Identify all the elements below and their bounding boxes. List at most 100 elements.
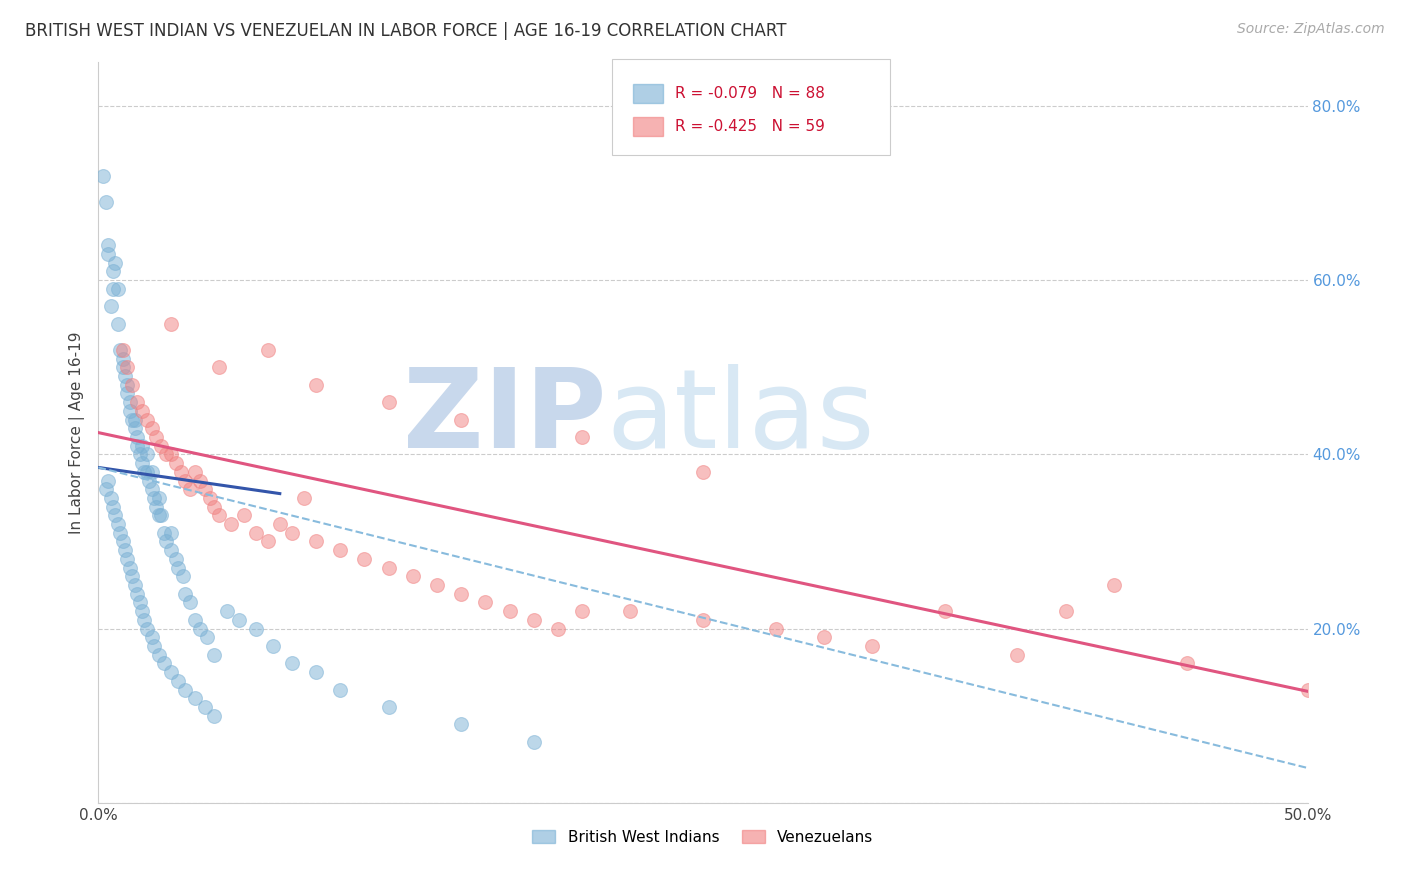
Point [194,700,217,714]
Point [571,604,593,618]
Text: R = -0.079   N = 88: R = -0.079 N = 88 [675,86,825,101]
Point [138,474,160,488]
Point [1007,648,1029,662]
Point [765,622,787,636]
Point [131,604,153,618]
Point [329,682,352,697]
Point [184,465,207,479]
Point [204,708,226,723]
Point [121,569,143,583]
Point [101,282,124,296]
Point [97,238,120,252]
Point [165,456,187,470]
Point [118,404,141,418]
Point [174,474,197,488]
Point [111,351,134,366]
Point [108,343,131,357]
Point [498,604,520,618]
Legend: British West Indians, Venezuelans: British West Indians, Venezuelans [526,823,880,851]
Point [148,648,170,662]
Point [145,430,167,444]
Point [169,465,191,479]
Point [450,412,472,426]
Point [111,343,134,357]
Point [117,386,139,401]
Point [97,247,120,261]
Point [150,508,173,523]
Point [94,194,117,209]
Point [148,491,170,505]
Point [245,525,267,540]
Point [232,508,254,523]
Point [135,622,157,636]
Point [104,256,127,270]
Point [131,404,153,418]
Point [114,369,136,384]
Point [131,439,153,453]
Point [127,430,149,444]
Point [150,439,173,453]
Point [305,377,328,392]
Point [377,700,399,714]
Point [97,474,120,488]
Point [118,560,141,574]
Point [172,569,194,583]
Point [114,543,136,558]
Point [121,412,143,426]
Point [208,360,231,375]
Text: atlas: atlas [606,364,875,471]
Text: BRITISH WEST INDIAN VS VENEZUELAN IN LABOR FORCE | AGE 16-19 CORRELATION CHART: BRITISH WEST INDIAN VS VENEZUELAN IN LAB… [25,22,787,40]
Point [262,639,284,653]
Point [117,360,139,375]
Point [450,717,472,731]
Point [148,508,170,523]
Point [128,447,150,461]
Point [184,691,207,706]
Point [813,630,835,644]
Point [377,560,399,574]
Point [127,439,149,453]
Point [143,491,166,505]
Point [305,534,328,549]
Point [256,343,278,357]
FancyBboxPatch shape [633,117,664,136]
Point [305,665,328,680]
Point [117,552,139,566]
Point [523,613,546,627]
Point [194,482,217,496]
Point [292,491,315,505]
Point [160,543,183,558]
Point [152,525,174,540]
Point [523,735,546,749]
Point [155,447,177,461]
Point [1175,657,1198,671]
Point [195,630,218,644]
FancyBboxPatch shape [613,59,890,155]
Point [571,430,593,444]
Point [160,447,183,461]
Point [160,317,183,331]
Point [100,299,122,313]
Point [107,282,129,296]
Point [100,491,122,505]
Point [101,264,124,278]
Point [692,465,714,479]
Y-axis label: In Labor Force | Age 16-19: In Labor Force | Age 16-19 [69,331,86,534]
Point [426,578,449,592]
Point [135,412,157,426]
Point [127,395,149,409]
Point [135,465,157,479]
Point [104,508,127,523]
Point [377,395,399,409]
Point [91,169,114,183]
Point [155,534,177,549]
Point [167,560,190,574]
Point [281,657,304,671]
Point [167,673,190,688]
Point [228,613,250,627]
Point [215,604,238,618]
Point [934,604,956,618]
Point [245,622,267,636]
Point [329,543,352,558]
Point [204,648,226,662]
